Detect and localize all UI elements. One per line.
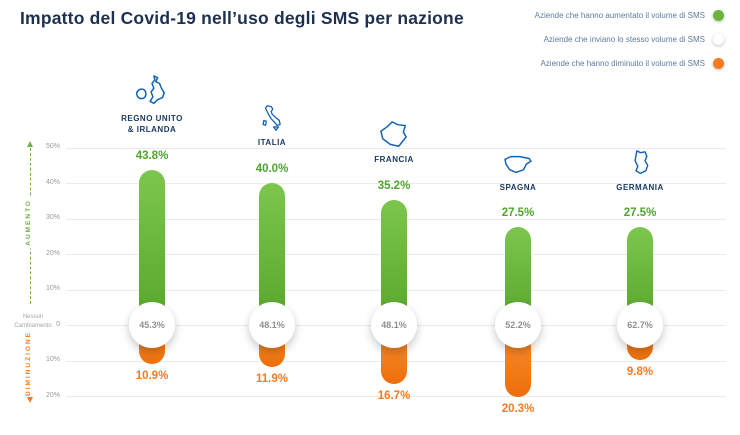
axis-tick-label: 30%	[45, 214, 60, 221]
same-volume-badge: 48.1%	[371, 302, 417, 348]
increase-arrow-icon	[27, 141, 33, 147]
country-column-francia: FRANCIA 35.2% 48.1% 16.7%	[334, 0, 454, 435]
same-volume-value: 48.1%	[381, 320, 407, 330]
legend-label: Aziende che hanno aumentato il volume di…	[534, 11, 705, 20]
increase-bar	[139, 169, 165, 325]
decrease-axis-label: DIMINUZIONE	[25, 328, 36, 399]
axis-tick-label: 20%	[45, 391, 60, 399]
country-header: REGNO UNITO & IRLANDA 43.8%	[92, 75, 212, 162]
uk-ireland-map-icon	[133, 75, 171, 109]
orange-dot-icon	[713, 58, 724, 69]
germania-map-icon	[627, 149, 654, 178]
country-header: ITALIA 40.0%	[212, 103, 332, 175]
legend-item-same: Aziende che inviano lo stesso volume di …	[544, 34, 724, 45]
country-label: SPAGNA	[499, 182, 537, 192]
country-label: ITALIA	[257, 138, 287, 148]
increase-value: 40.0%	[255, 163, 289, 175]
country-column-italia: ITALIA 40.0% 48.1% 11.9%	[212, 0, 332, 435]
increase-value: 35.2%	[377, 180, 411, 193]
same-volume-value: 45.3%	[139, 320, 165, 330]
country-header: GERMANIA 27.5%	[580, 149, 700, 220]
country-column-germania: GERMANIA 27.5% 62.7% 9.8%	[580, 0, 700, 435]
country-header: SPAGNA 27.5%	[458, 152, 578, 220]
decrease-value: 10.9%	[135, 369, 169, 382]
country-column-spagna: SPAGNA 27.5% 52.2% 20.3%	[458, 0, 578, 435]
axis-tick-label: 20%	[45, 249, 60, 257]
increase-axis-label: AUMENTO	[25, 196, 36, 249]
green-dot-icon	[713, 10, 724, 21]
legend-item-increase: Aziende che hanno aumentato il volume di…	[535, 10, 724, 21]
decrease-value: 9.8%	[626, 365, 654, 378]
axis-tick-label: 50%	[45, 143, 60, 150]
axis-tick-label: 10%	[45, 285, 60, 292]
axis-tick-label: 10%	[45, 356, 60, 363]
legend-label: Aziende che inviano lo stesso volume di …	[543, 35, 705, 44]
decrease-arrow-icon	[27, 397, 33, 403]
country-label: FRANCIA	[374, 155, 414, 165]
same-volume-value: 48.1%	[259, 320, 285, 330]
same-volume-badge: 45.3%	[129, 302, 175, 348]
increase-value: 27.5%	[623, 207, 657, 220]
increase-value: 43.8%	[135, 149, 169, 162]
country-header: FRANCIA 35.2%	[334, 120, 454, 192]
gridline	[66, 183, 726, 184]
page-title: Impatto del Covid-19 nell’uso degli SMS …	[20, 8, 464, 28]
decrease-value: 20.3%	[501, 403, 535, 416]
francia-map-icon	[378, 120, 410, 150]
axis-tick-label: 0	[56, 320, 60, 328]
same-volume-value: 62.7%	[627, 320, 653, 330]
same-volume-value: 52.2%	[505, 320, 531, 330]
country-column-uk-ireland: REGNO UNITO & IRLANDA 43.8% 45.3% 10.9%	[92, 0, 212, 435]
italia-map-icon	[259, 103, 285, 133]
gridline	[66, 396, 726, 397]
legend-label: Aziende che hanno diminuito il volume di…	[540, 59, 705, 68]
spagna-map-icon	[502, 152, 534, 178]
no-change-label: Nessun Cambiamento	[14, 314, 52, 329]
country-label: GERMANIA	[616, 182, 664, 192]
same-volume-badge: 48.1%	[249, 302, 295, 348]
decrease-value: 11.9%	[256, 373, 288, 386]
increase-value: 27.5%	[501, 207, 535, 220]
legend-item-decrease: Aziende che hanno diminuito il volume di…	[540, 58, 724, 69]
same-volume-badge: 62.7%	[617, 302, 663, 348]
country-label: REGNO UNITO & IRLANDA	[121, 113, 183, 134]
decrease-value: 16.7%	[377, 390, 411, 403]
gridline	[66, 147, 726, 149]
increase-bar	[259, 183, 285, 325]
white-dot-icon	[713, 34, 724, 45]
same-volume-badge: 52.2%	[495, 302, 541, 348]
axis-tick-label: 40%	[45, 178, 60, 186]
legend: Aziende che hanno aumentato il volume di…	[535, 10, 724, 69]
